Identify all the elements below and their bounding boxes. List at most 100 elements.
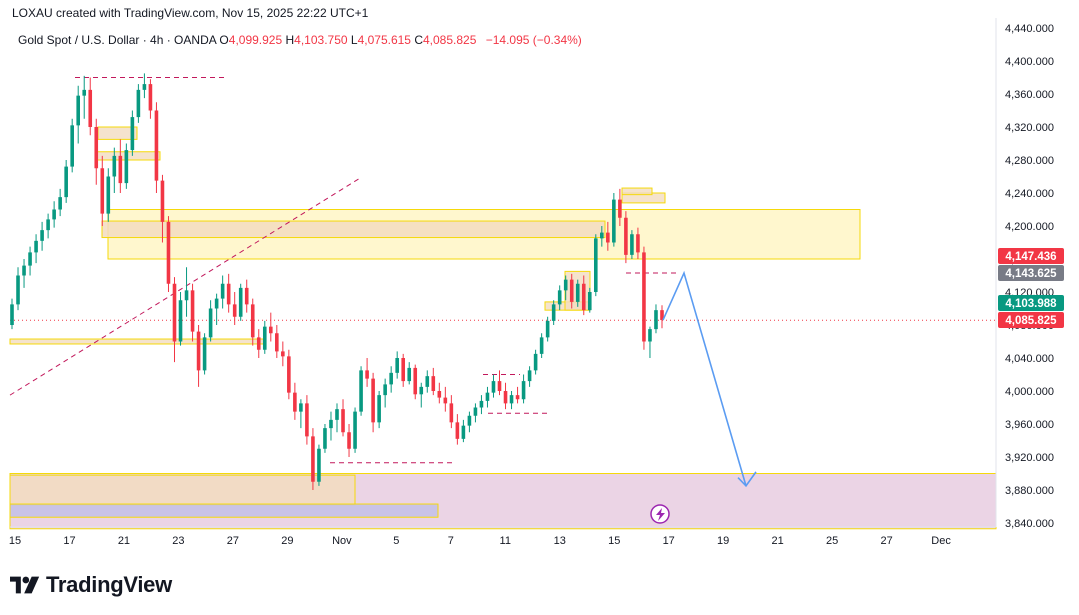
time-axis[interactable]: 15 17 21 23 27 29 Nov 5 7 11 13 15 17 19 21 25 27 Dec — [9, 535, 951, 547]
price-chart[interactable]: 3,840.000 3,880.000 3,920.000 3,960.000 4,00… — [0, 0, 1079, 560]
candle-body — [311, 436, 315, 482]
time-axis-tick: 19 — [717, 535, 729, 547]
candle-body — [238, 287, 243, 317]
candle-body — [563, 279, 568, 291]
price-tag-text: 4,085.825 — [1005, 315, 1057, 327]
low-value: 4,075.615 — [357, 33, 411, 47]
lightning-icon-bolt — [656, 508, 665, 521]
price-axis-tick: 4,040.000 — [1005, 353, 1054, 365]
time-axis-tick: 5 — [393, 535, 399, 547]
price-tag: 4,103.988 — [998, 295, 1064, 311]
candle-body — [10, 304, 14, 325]
candle-body — [88, 89, 93, 127]
price-axis-tick: 3,960.000 — [1005, 419, 1054, 431]
candle-body — [593, 238, 598, 292]
candle-body — [281, 351, 285, 357]
candle-body — [473, 407, 478, 416]
projection-path — [662, 270, 747, 487]
projection-arrowhead — [737, 471, 757, 488]
candle-body — [485, 392, 490, 401]
candles-layer — [10, 73, 664, 490]
candle-body — [395, 358, 399, 373]
candle-body — [196, 331, 201, 371]
candle-body — [383, 384, 387, 396]
candle-body — [329, 419, 333, 429]
candle-body — [377, 395, 381, 423]
candle-body — [341, 409, 345, 433]
candle-body — [425, 376, 430, 387]
candle-body — [40, 230, 44, 241]
candle-body — [112, 155, 117, 177]
price-axis-tick: 4,400.000 — [1005, 56, 1054, 68]
candle-body — [660, 310, 664, 321]
time-axis-tick: 17 — [63, 535, 75, 547]
candle-body — [256, 337, 261, 350]
price-axis-tick: 4,200.000 — [1005, 221, 1054, 233]
candle-body — [22, 265, 26, 276]
time-axis-tick: 29 — [281, 535, 293, 547]
candle-body — [293, 392, 297, 412]
lightning-icon — [650, 504, 670, 524]
time-axis-tick: Dec — [931, 535, 951, 547]
candle-body — [172, 283, 177, 342]
candle-body — [16, 275, 20, 305]
candle-body — [214, 298, 219, 309]
high-label: H — [285, 33, 295, 47]
candle-body — [389, 372, 393, 385]
zone-demand-orange — [9, 474, 356, 506]
symbol-name[interactable]: Gold Spot / U.S. Dollar · 4h · OANDA — [18, 33, 217, 47]
candle-body — [226, 283, 231, 305]
candle-body — [654, 310, 658, 330]
candle-body — [551, 304, 556, 321]
chart-caption: LOXAU created with TradingView.com, Nov … — [12, 6, 369, 20]
order-block — [621, 187, 653, 196]
candle-body — [100, 168, 105, 214]
candle-body — [262, 326, 267, 350]
price-tag: 4,143.625 — [998, 265, 1064, 281]
candle-body — [202, 337, 207, 371]
candle-body — [28, 252, 32, 266]
price-axis-tick: 3,880.000 — [1005, 485, 1054, 497]
price-tag-text: 4,103.988 — [1005, 298, 1057, 310]
projection-layer — [650, 270, 757, 524]
price-tag-bg — [998, 265, 1064, 281]
candle-body — [437, 391, 442, 398]
candle-body — [587, 292, 592, 311]
candle-body — [166, 221, 171, 284]
candle-body — [305, 403, 309, 437]
candle-body — [606, 232, 610, 243]
candle-body — [612, 199, 616, 243]
candle-body — [497, 381, 502, 391]
candle-body — [491, 381, 496, 393]
candle-body — [148, 84, 153, 111]
candle-body — [569, 279, 574, 302]
change-value: −14.095 (−0.34%) — [485, 33, 582, 47]
time-axis-tick: 11 — [500, 535, 511, 547]
candle-body — [184, 290, 189, 301]
price-axis-tick: 3,840.000 — [1005, 518, 1054, 530]
time-axis-tick: 15 — [608, 535, 620, 547]
candle-body — [419, 386, 424, 395]
candle-body — [323, 428, 327, 449]
candle-body — [533, 353, 538, 371]
candle-body — [642, 252, 646, 342]
price-axis-tick: 4,000.000 — [1005, 386, 1054, 398]
candle-body — [545, 320, 550, 338]
zone-demand-violet — [9, 503, 439, 518]
brand-name: TradingView — [46, 572, 172, 597]
candle-body — [52, 209, 56, 220]
candle-body — [371, 378, 375, 423]
candle-body — [624, 217, 628, 255]
low-label: L — [350, 33, 358, 47]
candle-body — [648, 329, 652, 342]
candle-body — [413, 367, 418, 395]
candle-body — [70, 125, 74, 167]
candle-body — [190, 290, 195, 332]
tradingview-brand[interactable]: TradingView — [10, 572, 172, 598]
candle-body — [527, 370, 532, 382]
price-tag: 4,085.825 — [998, 312, 1064, 328]
candle-body — [268, 326, 273, 334]
candle-body — [557, 290, 562, 305]
candle-body — [600, 232, 604, 239]
candle-body — [244, 287, 249, 305]
